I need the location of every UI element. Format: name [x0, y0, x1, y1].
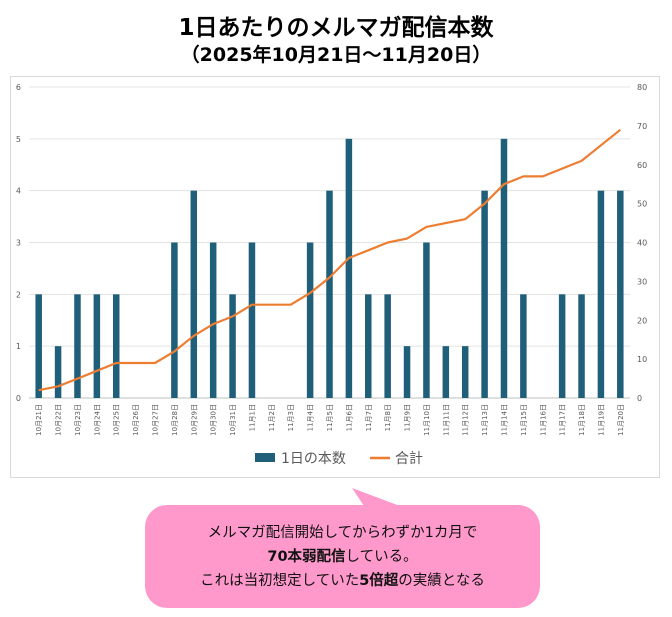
callout-box: メルマガ配信開始してからわずか1カ月で 70本弱配信している。 これは当初想定し…: [145, 505, 540, 608]
chart-subtitle: （2025年10月21日～11月20日）: [180, 44, 492, 66]
bar-16: [345, 138, 353, 399]
x-tick-29: 11月19日: [597, 404, 605, 436]
bar-2: [74, 294, 81, 398]
x-tick-8: 10月29日: [190, 404, 198, 436]
x-tick-26: 11月16日: [539, 404, 547, 436]
callout-line-1: メルマガ配信開始してからわずか1カ月で: [207, 525, 478, 541]
bar-4: [112, 294, 120, 398]
x-tick-23: 11月13日: [481, 404, 489, 436]
y-right-tick-4: 40: [637, 239, 647, 248]
bar-11: [248, 242, 256, 398]
x-tick-19: 11月9日: [404, 404, 412, 431]
x-tick-15: 11月5日: [326, 404, 334, 431]
y-right-tick-0: 0: [637, 394, 642, 403]
x-tick-10: 10月31日: [229, 404, 237, 436]
x-tick-4: 10月25日: [113, 404, 121, 436]
y-left-tick-1: 1: [16, 342, 21, 351]
x-tick-28: 11月18日: [578, 404, 586, 436]
bar-22: [461, 346, 469, 398]
bar-24: [500, 138, 508, 399]
bar-28: [578, 294, 585, 398]
bar-0: [35, 294, 42, 398]
x-tick-30: 11月20日: [617, 404, 625, 436]
y-right-tick-6: 60: [637, 161, 647, 170]
y-right-tick-8: 80: [637, 83, 647, 92]
bar-1: [54, 346, 62, 398]
x-tick-21: 11月11日: [442, 404, 450, 436]
y-left-tick-3: 3: [16, 239, 21, 248]
bar-18: [384, 294, 391, 398]
bar-10: [229, 294, 236, 398]
x-tick-20: 11月10日: [423, 404, 431, 436]
x-tick-13: 11月3日: [287, 404, 295, 431]
bar-27: [558, 294, 566, 398]
bar-19: [403, 346, 411, 398]
legend-label-line: 合計: [395, 451, 423, 467]
callout-line-3-b: の実績となる: [398, 573, 485, 589]
bar-9: [209, 242, 217, 398]
bar-29: [597, 190, 605, 398]
x-tick-16: 11月6日: [345, 404, 353, 431]
x-tick-1: 10月22日: [55, 404, 63, 436]
x-tick-2: 10月23日: [74, 404, 82, 436]
bar-8: [190, 190, 198, 398]
x-tick-18: 11月8日: [384, 404, 392, 431]
bar-25: [520, 294, 527, 398]
x-tick-27: 11月17日: [559, 404, 567, 436]
bar-14: [306, 242, 314, 398]
x-tick-25: 11月15日: [520, 404, 528, 436]
bar-23: [481, 190, 488, 398]
x-tick-14: 11月4日: [307, 404, 315, 431]
y-right-tick-7: 70: [637, 122, 647, 131]
bar-7: [171, 242, 178, 398]
legend-label-bars: 1日の本数: [281, 451, 346, 467]
callout-line-3-a: これは当初想定していた: [200, 573, 360, 589]
series-line-total: [38, 128, 621, 392]
x-tick-17: 11月7日: [365, 404, 373, 431]
y-right-tick-1: 10: [637, 355, 647, 364]
bar-30: [617, 190, 624, 398]
y-left-tick-4: 4: [16, 187, 21, 196]
callout-line-2: 70本弱配信している。: [145, 545, 540, 569]
bar-21: [442, 346, 450, 398]
x-tick-6: 10月27日: [152, 404, 160, 436]
chart-area: [10, 76, 660, 478]
y-left-tick-0: 0: [16, 394, 21, 403]
callout-line-3-bold: 5倍超: [359, 573, 399, 589]
x-tick-12: 11月2日: [268, 404, 276, 431]
callout-line-3: これは当初想定していた5倍超の実績となる: [145, 569, 540, 593]
x-tick-11: 11月1日: [248, 404, 256, 431]
bar-20: [423, 242, 430, 398]
y-left-tick-2: 2: [16, 290, 21, 299]
y-left-tick-6: 6: [16, 83, 21, 92]
bar-17: [365, 294, 372, 398]
x-tick-5: 10月26日: [132, 404, 140, 436]
y-right-tick-3: 30: [637, 277, 647, 286]
legend-swatch-bars: [255, 453, 275, 462]
callout-line-2-bold: 70本弱配信: [267, 549, 346, 565]
chart-title: 1日あたりのメルマガ配信本数: [178, 15, 494, 41]
x-tick-24: 11月14日: [500, 404, 508, 436]
callout-line-2-rest: している。: [345, 549, 418, 565]
bar-3: [93, 294, 101, 398]
x-tick-9: 10月30日: [210, 404, 218, 436]
y-left-tick-5: 5: [16, 135, 21, 144]
y-right-tick-2: 20: [637, 316, 647, 325]
x-tick-0: 10月21日: [35, 404, 43, 436]
y-right-tick-5: 50: [637, 200, 647, 209]
x-tick-3: 10月24日: [93, 404, 101, 436]
bar-15: [326, 190, 333, 398]
x-tick-22: 11月12日: [462, 404, 470, 436]
x-tick-7: 10月28日: [171, 404, 179, 436]
